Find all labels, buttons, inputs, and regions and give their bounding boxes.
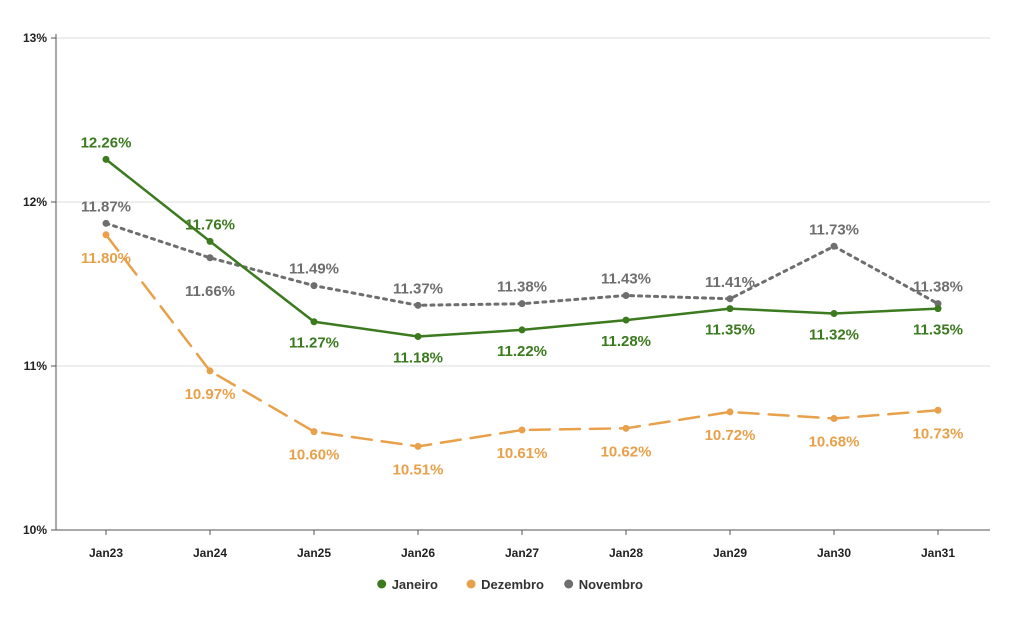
y-tick-label: 11% <box>24 359 48 373</box>
data-label-dezembro: 11.80% <box>81 250 131 267</box>
data-label-janeiro: 11.32% <box>809 327 859 344</box>
data-label-janeiro: 11.22% <box>497 343 547 360</box>
data-label-novembro: 11.38% <box>497 279 547 296</box>
data-point-novembro <box>622 291 630 299</box>
data-label-novembro: 11.43% <box>601 270 651 287</box>
data-point-dezembro <box>726 408 734 416</box>
data-point-dezembro <box>206 367 214 375</box>
data-point-janeiro <box>414 332 422 340</box>
data-label-novembro: 11.38% <box>913 279 963 296</box>
data-label-janeiro: 11.35% <box>705 322 755 339</box>
data-point-novembro <box>518 300 526 308</box>
data-point-janeiro <box>102 155 110 163</box>
data-point-novembro <box>726 295 734 303</box>
data-label-dezembro: 10.61% <box>497 445 548 462</box>
data-point-novembro <box>830 242 838 250</box>
data-label-janeiro: 11.27% <box>289 335 339 352</box>
x-tick-label: Jan26 <box>401 546 435 560</box>
x-tick-label: Jan30 <box>817 546 851 560</box>
data-label-dezembro: 10.62% <box>601 443 652 460</box>
data-label-novembro: 11.49% <box>289 261 339 278</box>
series-line-janeiro <box>104 158 940 338</box>
x-tick-label: Jan31 <box>921 546 955 560</box>
data-point-novembro <box>310 282 318 290</box>
data-point-janeiro <box>934 305 942 313</box>
y-tick-label: 12% <box>23 195 47 209</box>
data-label-janeiro: 11.76% <box>185 216 235 233</box>
data-label-novembro: 11.73% <box>809 221 859 238</box>
data-label-dezembro: 10.97% <box>185 386 236 403</box>
data-label-dezembro: 10.60% <box>289 447 340 464</box>
legend-label-novembro: Novembro <box>579 577 643 592</box>
x-tick-label: Jan27 <box>505 546 539 560</box>
data-point-dezembro <box>622 424 630 432</box>
data-label-janeiro: 11.35% <box>913 322 963 339</box>
data-label-novembro: 11.41% <box>705 274 755 291</box>
x-tick-label: Jan29 <box>713 546 747 560</box>
data-label-janeiro: 11.28% <box>601 333 651 350</box>
x-tick-label: Jan25 <box>297 546 331 560</box>
y-tick-label: 10% <box>23 523 47 537</box>
data-point-janeiro <box>518 326 526 334</box>
y-tick-label: 13% <box>23 31 47 45</box>
data-label-novembro: 11.37% <box>393 280 443 297</box>
series-line-dezembro <box>104 233 940 448</box>
x-tick-label: Jan24 <box>193 546 227 560</box>
data-label-dezembro: 10.68% <box>809 433 860 450</box>
data-label-dezembro: 10.51% <box>393 461 444 478</box>
legend-marker-dezembro <box>466 579 476 589</box>
data-point-dezembro <box>414 442 422 450</box>
data-point-dezembro <box>934 406 942 414</box>
data-point-novembro <box>102 219 110 227</box>
legend-marker-janeiro <box>377 579 387 589</box>
data-label-novembro: 11.87% <box>81 198 131 215</box>
data-point-novembro <box>414 301 422 309</box>
data-point-janeiro <box>830 310 838 318</box>
data-point-janeiro <box>622 316 630 324</box>
legend-label-dezembro: Dezembro <box>481 577 544 592</box>
data-point-janeiro <box>726 305 734 313</box>
data-point-dezembro <box>310 428 318 436</box>
legend-marker-novembro <box>564 579 574 589</box>
data-point-novembro <box>934 300 942 308</box>
data-point-janeiro <box>206 237 214 245</box>
data-label-novembro: 11.66% <box>185 283 235 300</box>
legend-label-janeiro: Janeiro <box>392 577 438 592</box>
data-label-dezembro: 10.73% <box>913 425 964 442</box>
x-tick-label: Jan28 <box>609 546 643 560</box>
data-label-dezembro: 10.72% <box>705 427 756 444</box>
data-point-dezembro <box>102 231 110 239</box>
data-label-janeiro: 12.26% <box>81 134 132 151</box>
data-point-novembro <box>206 254 214 262</box>
data-label-janeiro: 11.18% <box>393 349 443 366</box>
x-tick-label: Jan23 <box>89 546 123 560</box>
data-point-dezembro <box>518 426 526 434</box>
data-point-dezembro <box>830 414 838 422</box>
data-point-janeiro <box>310 318 318 326</box>
